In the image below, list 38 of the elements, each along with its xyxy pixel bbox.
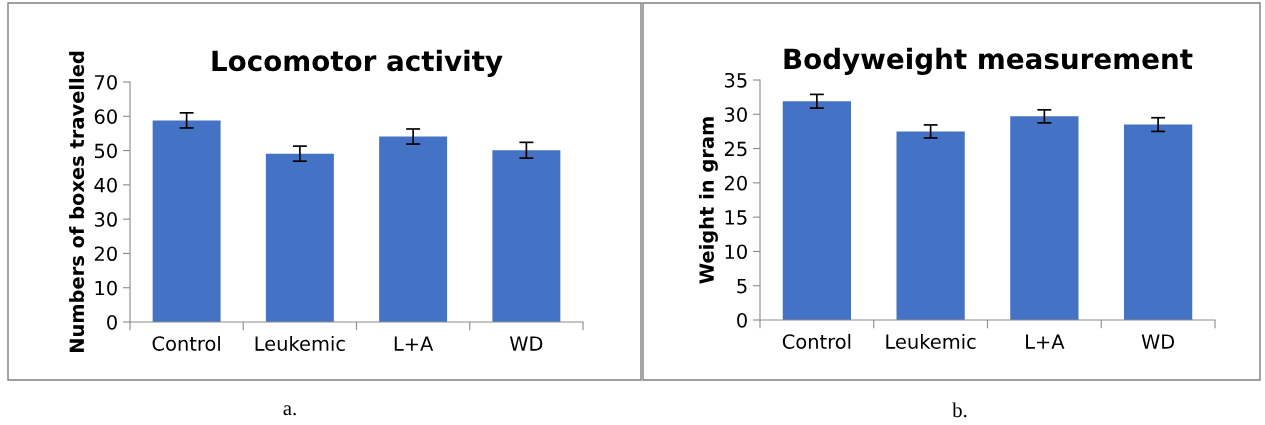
text: a. <box>283 405 296 416</box>
y-tick-label: 0 <box>107 314 117 330</box>
bar <box>1010 116 1079 320</box>
x-tick-label: WD <box>1141 334 1175 349</box>
x-tick-label: Leukemic <box>255 335 345 351</box>
x-tick-label: L+A <box>1026 334 1065 349</box>
bar <box>896 131 965 320</box>
bar <box>265 153 334 322</box>
y-tick-label: 50 <box>94 143 117 159</box>
bar <box>1124 124 1193 320</box>
x-tick-label: L+A <box>394 336 434 351</box>
bar <box>152 120 221 322</box>
y-tick-label: 10 <box>725 244 747 260</box>
bar <box>782 101 851 320</box>
x-tick-label: WD <box>509 336 543 351</box>
chart-title: Bodyweight measurement <box>784 47 1193 75</box>
bar <box>379 136 448 322</box>
y-tick-label: 30 <box>94 212 117 227</box>
chart-title: Locomotor activity <box>212 49 503 77</box>
x-tick-label: Leukemic <box>886 333 976 349</box>
x-tick-label: Control <box>152 335 220 351</box>
bar <box>492 150 561 322</box>
y-tick-label: 10 <box>95 280 117 296</box>
y-tick-label: 60 <box>94 109 117 124</box>
y-axis-title: Numbers of boxes travelled <box>69 51 85 353</box>
y-axis-title: Weight in gram <box>698 117 718 284</box>
y-tick-label: 35 <box>724 72 747 88</box>
y-tick-label: 20 <box>94 246 117 262</box>
x-tick-label: Control <box>782 333 851 349</box>
text: b. <box>952 402 967 418</box>
y-tick-label: 40 <box>94 177 117 193</box>
y-tick-label: 0 <box>737 312 747 328</box>
y-tick-label: 15 <box>725 210 747 225</box>
y-tick-label: 70 <box>95 74 117 90</box>
y-tick-label: 25 <box>724 141 747 157</box>
y-tick-label: 30 <box>724 107 747 122</box>
y-tick-label: 5 <box>737 278 747 294</box>
y-tick-label: 20 <box>724 175 747 191</box>
